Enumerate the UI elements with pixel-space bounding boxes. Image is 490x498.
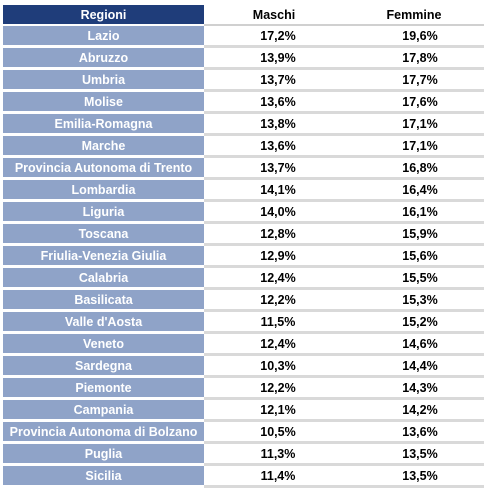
table-row: Valle d'Aosta 11,5% 15,2% <box>3 312 484 334</box>
males-cell: 13,8% <box>204 114 344 136</box>
females-cell: 13,6% <box>344 422 484 444</box>
females-cell: 17,6% <box>344 92 484 114</box>
region-cell: Valle d'Aosta <box>3 312 204 334</box>
males-cell: 11,3% <box>204 444 344 466</box>
males-cell: 13,6% <box>204 92 344 114</box>
males-cell: 11,5% <box>204 312 344 334</box>
region-cell: Puglia <box>3 444 204 466</box>
region-cell: Emilia-Romagna <box>3 114 204 136</box>
region-cell: Calabria <box>3 268 204 290</box>
table-header-row: Regioni Maschi Femmine <box>3 5 484 26</box>
region-cell: Friulia-Venezia Giulia <box>3 246 204 268</box>
table-row: Veneto 12,4% 14,6% <box>3 334 484 356</box>
table-row: Sardegna 10,3% 14,4% <box>3 356 484 378</box>
females-cell: 15,9% <box>344 224 484 246</box>
males-cell: 17,2% <box>204 26 344 48</box>
females-cell: 17,7% <box>344 70 484 92</box>
males-cell: 13,7% <box>204 158 344 180</box>
header-males: Maschi <box>204 5 344 26</box>
table-row: Lazio 17,2% 19,6% <box>3 26 484 48</box>
region-cell: Lombardia <box>3 180 204 202</box>
females-cell: 17,8% <box>344 48 484 70</box>
table-row: Liguria 14,0% 16,1% <box>3 202 484 224</box>
region-cell: Toscana <box>3 224 204 246</box>
region-cell: Lazio <box>3 26 204 48</box>
region-cell: Veneto <box>3 334 204 356</box>
males-cell: 10,5% <box>204 422 344 444</box>
region-cell: Provincia Autonoma di Bolzano <box>3 422 204 444</box>
header-regions: Regioni <box>3 5 204 26</box>
table-body: Lazio 17,2% 19,6% Abruzzo 13,9% 17,8% Umbria 13… <box>3 26 484 488</box>
table-row: Piemonte 12,2% 14,3% <box>3 378 484 400</box>
males-cell: 13,7% <box>204 70 344 92</box>
table-row: Puglia 11,3% 13,5% <box>3 444 484 466</box>
table-row: Emilia-Romagna 13,8% 17,1% <box>3 114 484 136</box>
females-cell: 14,6% <box>344 334 484 356</box>
males-cell: 14,0% <box>204 202 344 224</box>
regions-table: Regioni Maschi Femmine Lazio 17,2% 19,6% Ab… <box>3 5 484 488</box>
males-cell: 13,9% <box>204 48 344 70</box>
table-row: Basilicata 12,2% 15,3% <box>3 290 484 312</box>
table-row: Provincia Autonoma di Trento 13,7% 16,8% <box>3 158 484 180</box>
females-cell: 16,8% <box>344 158 484 180</box>
table-row: Lombardia 14,1% 16,4% <box>3 180 484 202</box>
table-row: Friulia-Venezia Giulia 12,9% 15,6% <box>3 246 484 268</box>
region-cell: Campania <box>3 400 204 422</box>
females-cell: 13,5% <box>344 466 484 488</box>
females-cell: 17,1% <box>344 136 484 158</box>
females-cell: 16,4% <box>344 180 484 202</box>
females-cell: 19,6% <box>344 26 484 48</box>
males-cell: 12,4% <box>204 334 344 356</box>
table-row: Sicilia 11,4% 13,5% <box>3 466 484 488</box>
females-cell: 15,6% <box>344 246 484 268</box>
table-row: Toscana 12,8% 15,9% <box>3 224 484 246</box>
females-cell: 15,2% <box>344 312 484 334</box>
table-row: Provincia Autonoma di Bolzano 10,5% 13,6% <box>3 422 484 444</box>
header-females: Femmine <box>344 5 484 26</box>
region-cell: Sardegna <box>3 356 204 378</box>
region-cell: Basilicata <box>3 290 204 312</box>
table-row: Umbria 13,7% 17,7% <box>3 70 484 92</box>
table-row: Calabria 12,4% 15,5% <box>3 268 484 290</box>
males-cell: 12,1% <box>204 400 344 422</box>
region-cell: Provincia Autonoma di Trento <box>3 158 204 180</box>
males-cell: 12,2% <box>204 378 344 400</box>
region-cell: Molise <box>3 92 204 114</box>
females-cell: 15,3% <box>344 290 484 312</box>
region-cell: Abruzzo <box>3 48 204 70</box>
males-cell: 12,9% <box>204 246 344 268</box>
males-cell: 12,4% <box>204 268 344 290</box>
males-cell: 12,2% <box>204 290 344 312</box>
females-cell: 14,2% <box>344 400 484 422</box>
males-cell: 10,3% <box>204 356 344 378</box>
females-cell: 16,1% <box>344 202 484 224</box>
females-cell: 13,5% <box>344 444 484 466</box>
table-row: Abruzzo 13,9% 17,8% <box>3 48 484 70</box>
region-cell: Sicilia <box>3 466 204 488</box>
females-cell: 14,3% <box>344 378 484 400</box>
table-row: Molise 13,6% 17,6% <box>3 92 484 114</box>
males-cell: 11,4% <box>204 466 344 488</box>
region-cell: Marche <box>3 136 204 158</box>
males-cell: 14,1% <box>204 180 344 202</box>
table-row: Marche 13,6% 17,1% <box>3 136 484 158</box>
table-row: Campania 12,1% 14,2% <box>3 400 484 422</box>
region-cell: Umbria <box>3 70 204 92</box>
region-cell: Liguria <box>3 202 204 224</box>
region-cell: Piemonte <box>3 378 204 400</box>
females-cell: 17,1% <box>344 114 484 136</box>
females-cell: 15,5% <box>344 268 484 290</box>
males-cell: 13,6% <box>204 136 344 158</box>
males-cell: 12,8% <box>204 224 344 246</box>
females-cell: 14,4% <box>344 356 484 378</box>
